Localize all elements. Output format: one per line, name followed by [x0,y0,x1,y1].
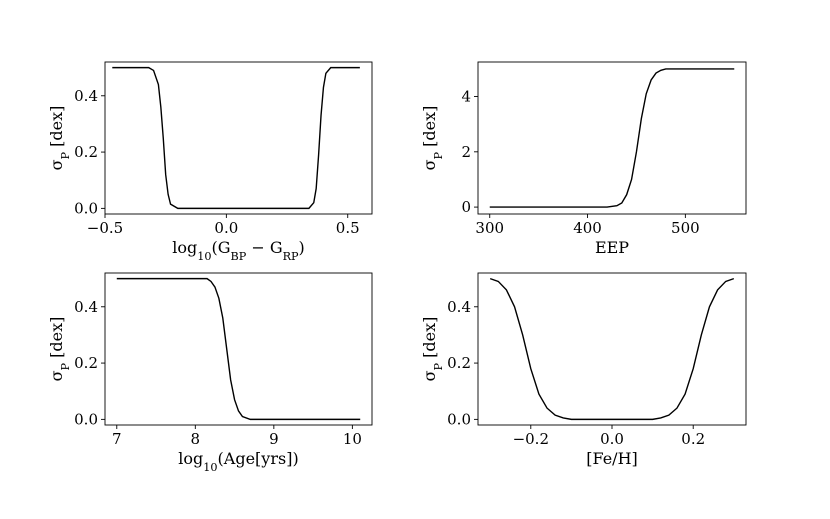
x-tick-label: 0.2 [681,430,705,448]
x-axis-label: [Fe/H] [586,449,638,468]
y-tick-label: 0 [461,198,471,216]
x-axis-label: log10(GBP − GRP) [172,238,305,263]
y-tick-label: 4 [461,88,471,106]
y-tick-label: 0.0 [74,199,98,217]
x-tick-label: 300 [475,219,504,237]
axes-frame [477,61,747,215]
x-tick-label: 7 [112,430,122,448]
y-tick-label: 0.4 [447,298,471,316]
y-axis-label: σP [dex] [420,106,445,171]
panel-1: −0.5 0.0 0.5 0.0 0.2 0.4 log10(GBP − GRP) σP [d… [47,61,373,263]
series-line-1 [112,66,360,210]
series-line-1 [116,277,361,421]
x-tick-label: 10 [343,430,362,448]
x-tick-label: −0.2 [513,430,549,448]
y-tick-label: 0.2 [74,354,98,372]
x-tick-label: 400 [573,219,602,237]
x-tick-label: 0.5 [336,219,360,237]
x-tick-label: −0.5 [87,219,123,237]
y-tick-label: 0.2 [447,354,471,372]
x-axis-label: log10(Age[yrs]) [178,449,298,474]
y-tick-label: 0.0 [447,410,471,428]
y-tick-label: 0.4 [74,298,98,316]
y-tick-label: 0.0 [74,410,98,428]
x-tick-label: 0.0 [214,219,238,237]
x-axis-label: EEP [595,238,629,257]
x-tick-label: 8 [191,430,201,448]
panel-2: 300 400 500 0 2 4 EEP σP [dex] [420,61,747,257]
y-axis-label: σP [dex] [420,317,445,382]
y-tick-label: 0.2 [74,143,98,161]
axes-frame [477,272,747,426]
y-tick-label: 0.4 [74,87,98,105]
series-line-1 [489,68,735,208]
panel-3: 7 8 9 10 0.0 0.2 0.4 log10(Age[yrs]) σP [dex] [47,272,373,474]
y-axis-label: σP [dex] [47,106,72,171]
y-tick-label: 2 [461,143,471,161]
axes-frame [104,61,373,215]
y-axis-label: σP [dex] [47,317,72,382]
x-tick-label: 0.0 [600,430,624,448]
x-tick-label: 500 [671,219,700,237]
axes-frame [104,272,373,426]
series-line-1 [489,277,735,421]
x-tick-label: 9 [269,430,279,448]
panel-4: −0.2 0.0 0.2 0.0 0.2 0.4 [Fe/H] σP [dex] [420,272,747,468]
